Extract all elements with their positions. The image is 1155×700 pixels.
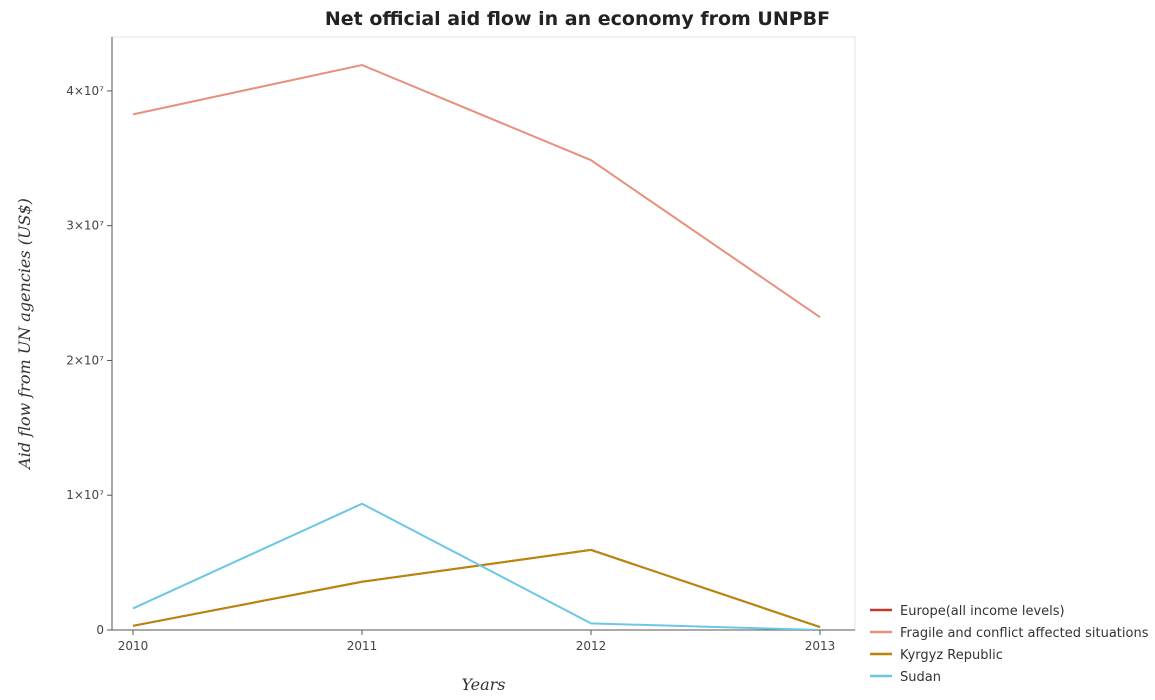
legend-label-europe-all-income-levels: Europe(all income levels) — [900, 604, 1065, 619]
legend: Europe(all income levels) Fragile and con… — [870, 604, 1149, 685]
x-tick-label: 2013 — [805, 639, 836, 653]
y-tick-label: 2×10⁷ — [66, 353, 104, 367]
chart-title: Net official aid flow in an economy from… — [324, 8, 831, 30]
y-axis-title: Aid flow from UN agencies (US$) — [15, 198, 34, 471]
legend-label-fragile-and-conflict-affected-situations: Fragile and conflict affected situations — [900, 626, 1149, 641]
series-lines — [132, 63, 821, 630]
series-line-fragile-and-conflict-affected-situations — [132, 63, 821, 319]
y-tick-label: 3×10⁷ — [66, 219, 104, 233]
legend-label-sudan: Sudan — [900, 670, 941, 685]
x-tick-label: 2011 — [347, 639, 378, 653]
plot-border — [111, 36, 856, 631]
x-tick-label: 2012 — [576, 639, 607, 653]
x-tick-label: 2010 — [118, 639, 149, 653]
y-tick-label: 4×10⁷ — [66, 84, 104, 98]
y-axis: 0 1×10⁷ 2×10⁷ 3×10⁷ 4×10⁷ — [66, 84, 112, 637]
series-line-sudan — [132, 502, 821, 630]
x-axis-title: Years — [461, 675, 505, 694]
y-tick-label: 0 — [96, 623, 104, 637]
y-tick-label: 1×10⁷ — [66, 488, 104, 502]
legend-label-kyrgyz-republic: Kyrgyz Republic — [900, 648, 1003, 663]
x-axis: 2010 2011 2012 2013 — [118, 630, 836, 653]
series-line-kyrgyz-republic — [132, 548, 821, 628]
plot-frame — [111, 36, 856, 631]
